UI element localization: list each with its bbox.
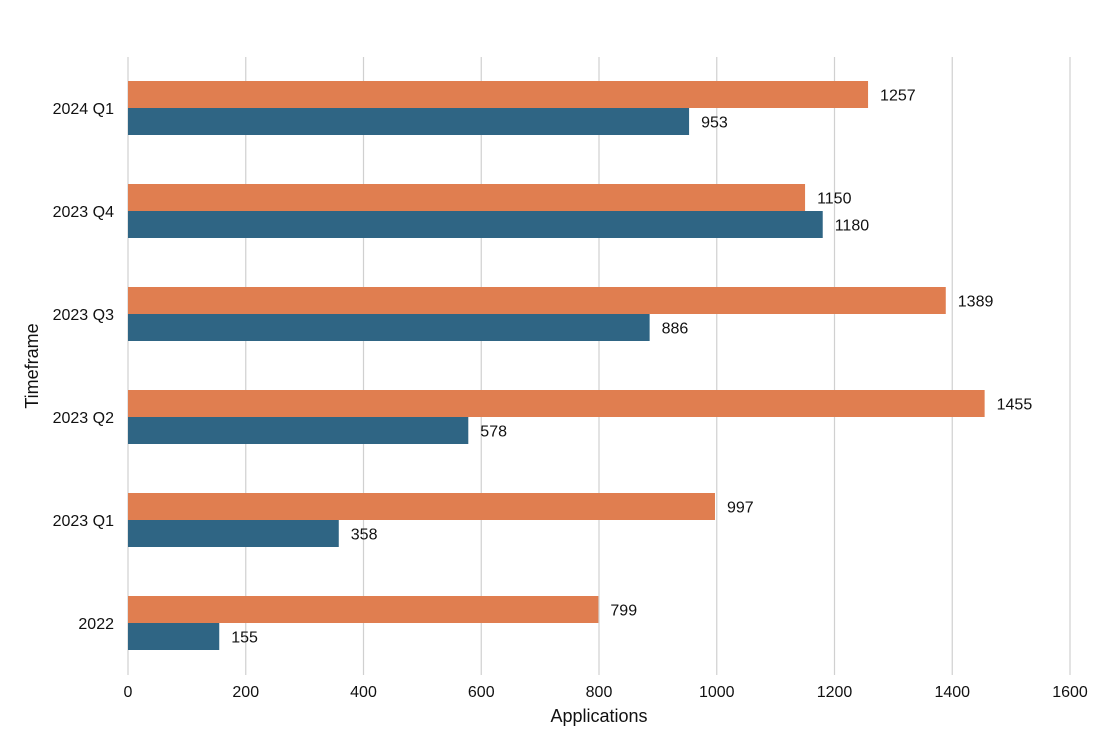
bar (128, 520, 339, 547)
y-category-label: 2024 Q1 (53, 101, 114, 118)
bar (128, 390, 985, 417)
bars: 799 155 997 358 1455 578 1389 886 1150 1180 1257 95… (128, 81, 1032, 650)
bar (128, 314, 650, 341)
x-axis-title: Applications (550, 706, 647, 726)
bar-value-label: 1389 (958, 294, 994, 311)
x-tick-label: 600 (468, 684, 495, 701)
bar-value-label: 953 (701, 115, 728, 132)
bar-value-label: 1180 (835, 218, 870, 235)
bar-value-label: 1455 (997, 397, 1033, 414)
gridlines (127, 57, 1071, 675)
x-tick-label: 1400 (934, 684, 970, 701)
bar (128, 184, 806, 211)
bar-value-label: 799 (610, 603, 637, 620)
bar-value-label: 886 (662, 321, 689, 338)
bar (128, 81, 869, 108)
bar-value-label: 358 (351, 527, 378, 544)
y-axis-categories: 2022 2023 Q1 2023 Q2 2023 Q3 2023 Q4 2024 Q1 (53, 101, 114, 633)
y-category-label: 2023 Q1 (53, 513, 114, 530)
x-tick-label: 800 (586, 684, 613, 701)
y-category-label: 2022 (78, 616, 114, 633)
x-axis-ticks: 0 200 400 600 800 1000 1200 1400 1600 (124, 684, 1088, 701)
x-tick-label: 0 (124, 684, 133, 701)
y-category-label: 2023 Q3 (53, 307, 114, 324)
bar-value-label: 997 (727, 500, 754, 517)
x-tick-label: 200 (232, 684, 259, 701)
bar (128, 287, 946, 314)
bar (128, 417, 469, 444)
bar-value-label: 155 (231, 630, 258, 647)
x-tick-label: 1600 (1052, 684, 1088, 701)
y-axis-title: Timeframe (22, 323, 42, 408)
y-category-label: 2023 Q2 (53, 410, 114, 427)
bar (128, 596, 599, 623)
bar-value-label: 1150 (817, 191, 852, 208)
x-tick-label: 1000 (699, 684, 735, 701)
x-tick-label: 400 (350, 684, 377, 701)
bar (128, 108, 690, 135)
bar-value-label: 1257 (880, 88, 916, 105)
x-tick-label: 1200 (817, 684, 853, 701)
y-category-label: 2023 Q4 (53, 204, 114, 221)
bar (128, 493, 715, 520)
bar (128, 211, 823, 238)
bar (128, 623, 220, 650)
bar-value-label: 578 (480, 424, 507, 441)
